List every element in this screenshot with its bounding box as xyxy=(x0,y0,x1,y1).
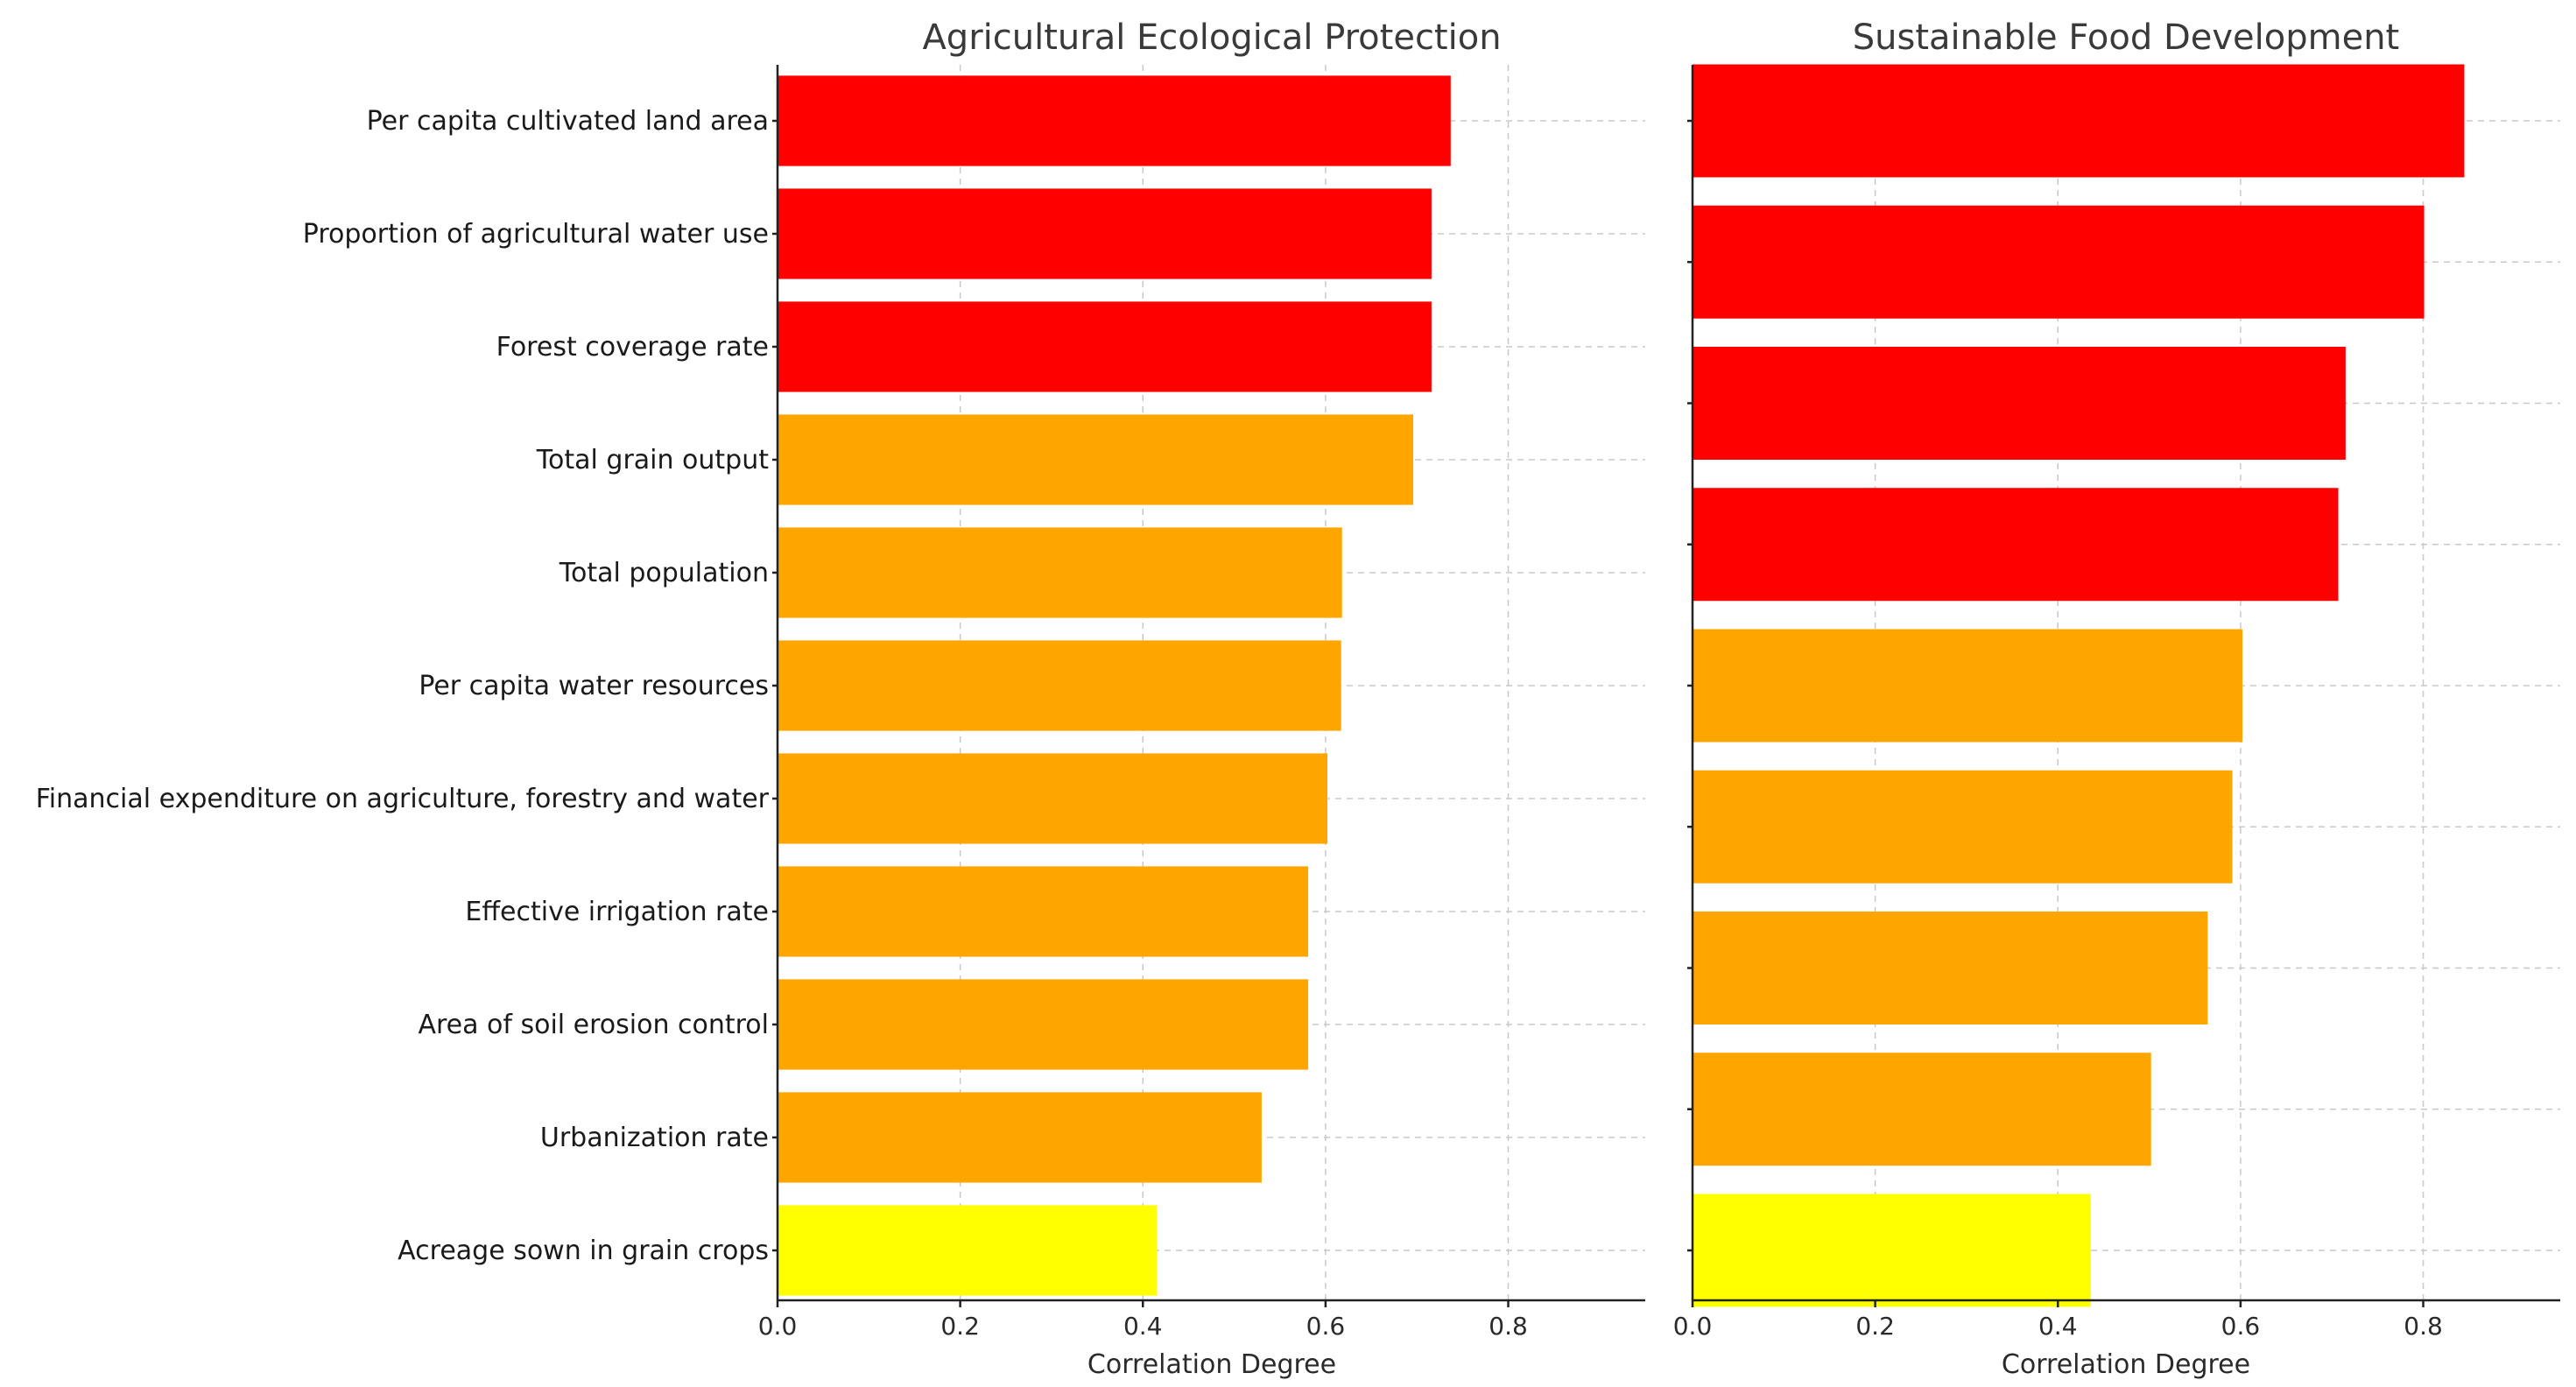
category-labels: Per capita cultivated land area Proportio… xyxy=(36,106,770,1266)
bar xyxy=(778,1205,1157,1296)
category-label: Per capita water resources xyxy=(419,671,769,701)
x-tick-label: 0.4 xyxy=(2038,1312,2078,1341)
bar xyxy=(1693,347,2346,460)
category-label: Effective irrigation rate xyxy=(465,897,769,927)
x-tick-label: 0.8 xyxy=(2404,1312,2443,1341)
x-tick-label: 0.8 xyxy=(1489,1312,1528,1341)
bar xyxy=(778,301,1432,392)
x-axis-label: Correlation Degree xyxy=(1087,1349,1336,1380)
bar xyxy=(778,640,1341,731)
bar xyxy=(778,75,1451,166)
category-label: Forest coverage rate xyxy=(496,332,769,363)
bar xyxy=(778,753,1327,844)
tick-layer: 0.0 0.2 0.4 0.6 0.8 xyxy=(1673,119,2443,1341)
x-axis-label: Correlation Degree xyxy=(2002,1349,2250,1380)
category-label: Acreage sown in grain crops xyxy=(398,1236,769,1266)
bar xyxy=(1693,629,2242,743)
category-label: Urbanization rate xyxy=(540,1123,769,1153)
x-tick-label: 0.6 xyxy=(2221,1312,2261,1341)
bar-layer xyxy=(1693,64,2465,1307)
panel-title: Agricultural Ecological Protection xyxy=(922,18,1501,58)
bar xyxy=(778,1092,1262,1183)
category-label: Total population xyxy=(559,558,769,588)
bar xyxy=(1693,770,2233,884)
x-tick-label: 0.4 xyxy=(1123,1312,1163,1341)
x-tick-label: 0.6 xyxy=(1306,1312,1346,1341)
bar xyxy=(1693,205,2425,319)
bar xyxy=(1693,64,2465,178)
category-label: Per capita cultivated land area xyxy=(367,106,769,137)
x-tick-label: 0.0 xyxy=(758,1312,798,1341)
bar xyxy=(1693,488,2339,602)
bar xyxy=(1693,1193,2091,1307)
category-label: Area of soil erosion control xyxy=(418,1010,769,1040)
category-label: Proportion of agricultural water use xyxy=(303,219,769,250)
panel-sustainable-food-development: Sustainable Food Development 0.0 0.2 0.4 0.… xyxy=(1673,18,2560,1380)
tick-layer: 0.0 0.2 0.4 0.6 0.8 xyxy=(758,119,1528,1341)
x-tick-label: 0.0 xyxy=(1673,1312,1713,1341)
bar xyxy=(778,527,1342,618)
category-label: Financial expenditure on agriculture, fo… xyxy=(36,784,770,814)
bar xyxy=(778,866,1309,957)
panel-title: Sustainable Food Development xyxy=(1853,18,2400,58)
bar xyxy=(778,188,1432,279)
bar-layer xyxy=(778,75,1451,1296)
bar xyxy=(1693,1053,2151,1166)
category-label: Total grain output xyxy=(536,445,769,475)
bar xyxy=(778,414,1414,505)
bar xyxy=(778,979,1309,1070)
panel-agricultural-ecological-protection: Agricultural Ecological Protection 0.0 0.… xyxy=(36,18,1645,1380)
x-tick-label: 0.2 xyxy=(940,1312,980,1341)
x-tick-label: 0.2 xyxy=(1855,1312,1895,1341)
bar xyxy=(1693,912,2208,1024)
